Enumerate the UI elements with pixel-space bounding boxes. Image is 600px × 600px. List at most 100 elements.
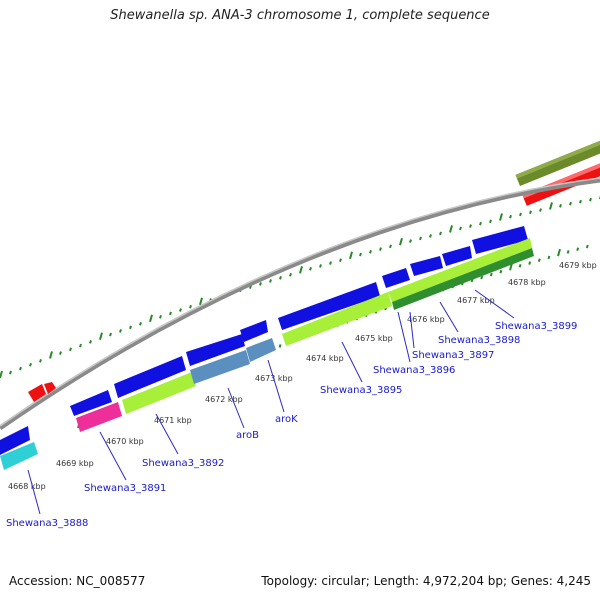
cds-arrow[interactable] — [0, 426, 30, 455]
ring-tick — [59, 351, 62, 355]
scale-tick-label: 4669 kbp — [56, 459, 94, 468]
ring-tick — [149, 314, 153, 323]
ring-tick — [299, 266, 303, 274]
gene-label[interactable]: Shewana3_3899 — [495, 321, 577, 332]
ring-tick — [199, 297, 203, 306]
ring-tick — [379, 247, 382, 251]
gene-label[interactable]: Shewana3_3891 — [84, 483, 166, 494]
ring-tick — [559, 203, 562, 208]
lime-feature[interactable] — [282, 292, 392, 346]
ring-tick — [179, 308, 182, 312]
leader-line — [99, 431, 127, 481]
gene-label[interactable]: Shewana3_3888 — [6, 518, 88, 529]
scale-tick-label: 4677 kbp — [457, 296, 495, 305]
scale-tick-label: 4678 kbp — [508, 278, 546, 287]
olive-feature[interactable] — [515, 139, 600, 186]
ring-tick — [269, 279, 272, 283]
ring-tick — [69, 347, 72, 352]
ring-tick — [319, 264, 322, 268]
ring-tick — [0, 370, 3, 379]
ring-tick — [399, 237, 403, 246]
gene-label[interactable]: Shewana3_3896 — [373, 365, 455, 376]
ring-tick — [329, 261, 332, 265]
leader-line — [397, 311, 411, 363]
ring-tick — [389, 244, 392, 249]
ring-tick — [89, 340, 92, 344]
ring-tick — [549, 202, 553, 210]
scale-tick-label: 4670 kbp — [106, 437, 144, 446]
gene-label[interactable]: aroB — [236, 430, 259, 441]
cyan-feature[interactable] — [0, 442, 38, 470]
lime-feature[interactable] — [122, 372, 196, 414]
scale-tick-label: 4674 kbp — [306, 354, 344, 363]
scale-tick-label: 4671 kbp — [154, 416, 192, 425]
arok-feature[interactable] — [246, 338, 276, 362]
cds-arrow[interactable] — [114, 356, 186, 398]
ring-tick — [537, 258, 541, 263]
ring-tick — [19, 366, 22, 371]
ring-tick — [429, 234, 432, 238]
ring-tick — [159, 315, 162, 319]
gene-label[interactable]: Shewana3_3895 — [320, 385, 402, 396]
ring-tick — [309, 267, 312, 271]
ring-tick — [489, 219, 492, 224]
ring-tick — [129, 325, 132, 330]
scale-ticks: 4668 kbp 4669 kbp 4670 kbp 4671 kbp 4672 kbp… — [8, 261, 597, 491]
cds-arrow[interactable] — [186, 334, 245, 366]
ring-tick — [566, 250, 570, 254]
leader-line — [474, 289, 515, 319]
ring-tick — [349, 251, 353, 260]
gene-label[interactable]: Shewana3_3898 — [438, 335, 520, 346]
lime-feature[interactable] — [388, 238, 532, 302]
ring-tick — [579, 199, 582, 204]
leader-line — [439, 301, 459, 333]
arob-feature[interactable] — [190, 350, 250, 384]
ring-tick — [529, 210, 532, 215]
ring-tick — [189, 304, 192, 309]
leader-line — [341, 341, 363, 383]
ring-tick — [289, 272, 292, 277]
gene-label[interactable]: Shewana3_3897 — [412, 350, 494, 361]
accession-label: Accession: NC_008577 — [9, 574, 146, 588]
leader-line — [267, 359, 285, 413]
ring-tick — [409, 239, 412, 243]
scale-tick-label: 4672 kbp — [205, 395, 243, 404]
ring-tick — [439, 231, 442, 236]
leader-line — [409, 311, 415, 349]
ring-tick — [557, 248, 561, 257]
gene-label[interactable]: Shewana3_3892 — [142, 458, 224, 469]
ring-tick — [139, 322, 142, 326]
ring-tick — [369, 249, 372, 254]
magenta-feature[interactable] — [76, 402, 122, 432]
cds-arrow[interactable] — [472, 226, 528, 254]
red-small-arrow[interactable] — [28, 382, 56, 402]
leader-line — [155, 413, 179, 455]
chromosome-backbone — [0, 177, 600, 431]
ring-tick — [518, 264, 522, 268]
gene-label[interactable]: aroK — [275, 414, 298, 425]
cds-arrow[interactable] — [410, 256, 443, 276]
ring-tick — [79, 343, 82, 348]
ring-tick — [489, 272, 493, 277]
ring-tick — [109, 332, 112, 337]
ring-tick — [49, 351, 53, 359]
ring-tick — [99, 332, 103, 340]
ring-tick — [449, 225, 453, 233]
green-feature[interactable] — [392, 248, 534, 310]
scale-tick-label: 4668 kbp — [8, 482, 46, 491]
feature-track-lower — [0, 238, 534, 470]
cds-arrow[interactable] — [70, 390, 112, 416]
scale-tick-label: 4679 kbp — [559, 261, 597, 270]
cds-arrow[interactable] — [278, 282, 380, 330]
ring-tick — [499, 213, 503, 221]
gene-labels: Shewana3_3888 Shewana3_3891 Shewana3_3892 a… — [6, 289, 577, 529]
cds-arrow[interactable] — [442, 246, 472, 266]
ring-tick — [259, 282, 262, 286]
ring-tick — [119, 329, 122, 333]
ring-tick — [519, 212, 522, 217]
ring-tick — [359, 252, 362, 257]
ring-tick — [585, 244, 589, 249]
cds-arrow[interactable] — [240, 320, 268, 342]
cds-arrow[interactable] — [382, 268, 410, 288]
